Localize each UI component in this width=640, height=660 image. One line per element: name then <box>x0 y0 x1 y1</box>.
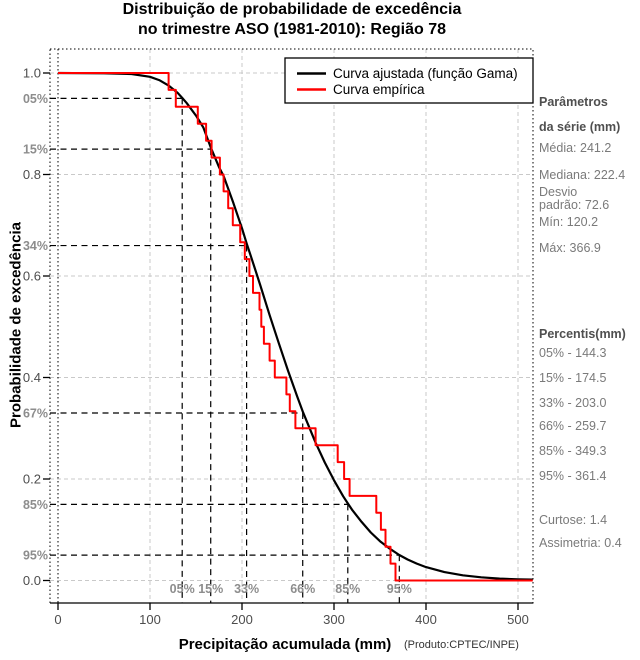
param-value: Desvio padrão: 72.6 <box>539 185 610 212</box>
svg-text:66%: 66% <box>290 582 315 596</box>
svg-text:15%: 15% <box>198 582 223 596</box>
param-value: Máx: 366.9 <box>539 241 601 255</box>
param-value: Mín: 120.2 <box>539 215 599 229</box>
svg-text:200: 200 <box>231 612 253 627</box>
assimetria-value: Assimetria: 0.4 <box>539 536 622 550</box>
percentil-value: 05% - 144.3 <box>539 346 607 360</box>
svg-text:05%: 05% <box>170 582 195 596</box>
svg-text:300: 300 <box>323 612 345 627</box>
legend-label: Curva empírica <box>333 82 425 97</box>
svg-text:0.6: 0.6 <box>23 269 41 284</box>
param-value: Mediana: 222.4 <box>539 168 626 182</box>
svg-text:0.0: 0.0 <box>23 573 41 588</box>
svg-text:0.8: 0.8 <box>23 167 41 182</box>
svg-text:95%: 95% <box>23 549 48 563</box>
svg-text:67%: 67% <box>23 407 48 421</box>
svg-text:0.2: 0.2 <box>23 472 41 487</box>
param-value: Média: 241.2 <box>539 141 612 155</box>
y-axis-title: Probabilidade de excedência <box>7 222 25 428</box>
svg-text:34%: 34% <box>23 239 48 253</box>
svg-text:400: 400 <box>415 612 437 627</box>
x-axis: 0 100 200 300 400 500 <box>50 602 533 627</box>
fitted-curve <box>57 71 533 581</box>
percentile-guide-lines <box>50 97 400 603</box>
chart-title-line1: Distribuição de probabilidade de excedên… <box>122 1 462 18</box>
svg-text:85%: 85% <box>335 582 360 596</box>
percentil-value: 85% - 349.3 <box>539 444 607 458</box>
svg-text:0.4: 0.4 <box>23 370 41 385</box>
plot-box <box>49 48 534 604</box>
svg-text:33%: 33% <box>234 582 259 596</box>
statistics-panel: Parâmetros da série (mm) Média: 241.2 Medi… <box>539 0 637 660</box>
svg-text:85%: 85% <box>23 498 48 512</box>
source-note: (Produto:CPTEC/INPE) <box>404 639 519 651</box>
x-axis-title: Precipitação acumulada (mm) <box>178 636 392 653</box>
params-header: Parâmetros da série (mm) <box>539 95 621 134</box>
percentil-value: 66% - 259.7 <box>539 419 607 433</box>
empirical-curve <box>58 72 533 582</box>
gridlines <box>50 49 533 603</box>
svg-text:95%: 95% <box>387 582 412 596</box>
percentil-value: 15% - 174.5 <box>539 371 607 385</box>
percentis-header: Percentis(mm) <box>539 327 626 341</box>
svg-text:100: 100 <box>139 612 161 627</box>
chart-title: Distribuição de probabilidade de excedên… <box>0 0 584 40</box>
curtose-value: Curtose: 1.4 <box>539 513 608 527</box>
svg-text:500: 500 <box>507 612 529 627</box>
legend: Curva ajustada (função Gama)Curva empíri… <box>284 57 534 104</box>
percentil-value: 33% - 203.0 <box>539 396 607 410</box>
svg-text:15%: 15% <box>23 143 48 157</box>
svg-text:0: 0 <box>54 612 61 627</box>
legend-label: Curva ajustada (função Gama) <box>333 66 518 81</box>
percentile-labels: 05%05%15%15%34%33%67%66%85%85%95%95% <box>23 92 412 596</box>
y-axis: 0.0 0.2 0.4 0.6 0.8 1.0 <box>23 66 50 588</box>
percentil-value: 95% - 361.4 <box>539 469 607 483</box>
svg-text:05%: 05% <box>23 92 48 106</box>
chart-title-line2: no trimestre ASO (1981-2010): Região 78 <box>138 21 446 38</box>
svg-text:1.0: 1.0 <box>23 66 41 81</box>
